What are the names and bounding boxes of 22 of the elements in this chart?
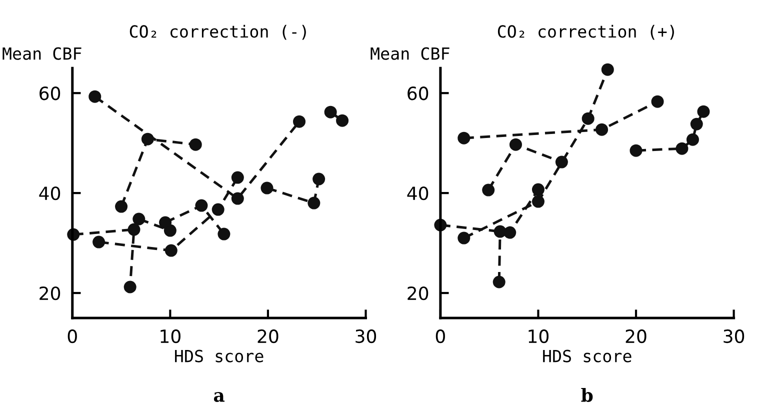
y-tick-label: 40 — [407, 186, 428, 200]
x-tick-label: 30 — [724, 329, 744, 344]
y-tick-label: 40 — [39, 186, 60, 200]
y-tick-label: 60 — [408, 86, 428, 100]
x-tick-label: 20 — [626, 329, 646, 344]
y-tick-label: 60 — [40, 86, 60, 100]
x-tick-label: 10 — [160, 329, 180, 344]
x-tick-label: 20 — [258, 329, 278, 344]
text: b — [581, 388, 593, 402]
y-axis-title: Mean CBF — [370, 47, 450, 60]
x-tick-label: 0 — [436, 329, 445, 344]
x-axis-title: HDS score — [175, 350, 264, 362]
x-axis-title: HDS score — [543, 350, 632, 362]
y-tick-label: 20 — [40, 286, 60, 300]
chart-title: CO₂ correction (-) — [130, 24, 306, 40]
y-tick-label: 20 — [408, 286, 428, 300]
chart-title: CO₂ correction (+) — [498, 24, 674, 40]
text: a — [214, 392, 225, 402]
x-tick-label: 10 — [528, 329, 549, 344]
x-tick-label: 0 — [68, 329, 77, 344]
x-tick-label: 30 — [356, 329, 376, 344]
y-axis-title: Mean CBF — [2, 47, 82, 60]
